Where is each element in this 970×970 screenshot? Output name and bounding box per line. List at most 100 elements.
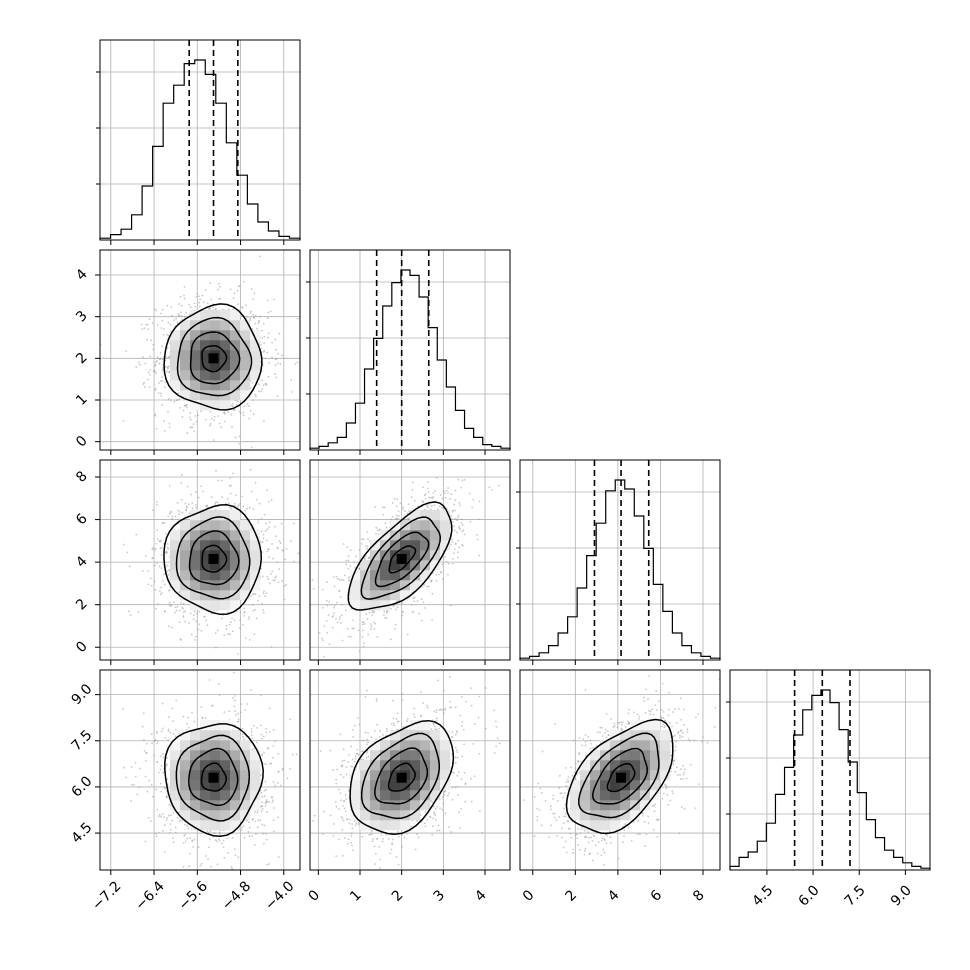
scatter-point [418,612,421,615]
scatter-point [168,814,170,817]
scatter-point [357,629,360,632]
scatter-point [237,712,239,715]
scatter-point [198,295,200,298]
scatter-point [137,611,140,613]
scatter-point [267,500,270,503]
density-cell [190,350,201,361]
scatter-point [268,863,271,865]
scatter-point [274,338,277,341]
scatter-point [159,593,162,596]
density-cell [250,550,261,561]
scatter-point [426,504,429,507]
scatter-point [265,384,268,386]
scatter-point [424,497,427,500]
scatter-point [385,617,388,620]
scatter-point [383,614,385,616]
scatter-point [267,578,270,580]
scatter-point [462,529,465,532]
scatter-point [261,329,263,332]
scatter-point [203,615,206,618]
scatter-point [389,638,392,641]
scatter-point [267,332,270,335]
density-cell [210,580,221,591]
scatter-point [234,408,236,411]
scatter-point [252,609,255,612]
scatter-point [271,543,273,545]
density-cell [230,570,241,581]
scatter-point [257,871,259,873]
scatter-point [449,497,451,500]
scatter-point [328,643,331,646]
density-cell [180,390,191,401]
scatter-point [250,446,253,449]
scatter-point [332,614,335,617]
scatter-point [378,529,381,532]
scatter-point [177,315,180,317]
scatter-point [200,629,203,632]
density-cell [240,520,251,531]
scatter-point [238,442,241,445]
scatter-point [376,636,379,638]
scatter-point [375,532,377,535]
scatter-point [385,526,388,529]
scatter-point [435,573,438,576]
scatter-point [393,497,396,500]
scatter-point [338,616,341,618]
density-cell [180,570,191,581]
scatter-point [210,298,213,301]
scatter-point [273,579,276,582]
scatter-point [189,612,192,615]
scatter-point [227,633,230,635]
histogram-line-2 [519,479,721,660]
density-cell [190,550,201,561]
scatter-point [274,373,277,375]
scatter-point [451,541,454,543]
scatter-point [311,579,314,582]
scatter-point [180,304,183,307]
scatter-point [220,426,223,429]
scatter-point [420,598,423,601]
scatter-point [243,612,246,614]
scatter-point [454,499,457,501]
scatter-point [468,492,471,495]
scatter-point [410,496,413,499]
scatter-point [404,510,406,513]
scatter-point [164,381,167,384]
scatter-point [270,646,273,648]
scatter-point [188,313,191,316]
scatter-point [461,543,464,546]
scatter-point [377,533,380,536]
scatter-point [460,521,463,524]
density-cell [370,540,381,551]
density-cell [230,390,241,401]
scatter-point [188,303,190,306]
scatter-point [160,567,163,570]
scatter-point [168,569,170,571]
scatter-point [265,838,268,841]
scatter-point [350,635,352,638]
density-cell [410,550,421,561]
density-cell [250,370,261,381]
scatter-point [177,392,180,395]
scatter-point [478,518,480,521]
scatter-point [166,546,169,549]
scatter-point [200,410,202,413]
scatter-point [244,610,246,613]
scatter-point [165,550,168,553]
scatter-point [192,423,195,426]
scatter-point [151,509,154,512]
scatter-point [264,357,267,360]
scatter-point [160,395,162,397]
scatter-point [154,387,157,390]
scatter-point [416,600,419,602]
scatter-point [445,489,448,492]
scatter-point [186,485,189,488]
scatter-point [194,639,197,641]
scatter-point [345,609,347,612]
scatter-point [476,533,478,536]
scatter-point [237,856,240,859]
scatter-point [285,583,288,586]
scatter-point [249,468,252,471]
density-cell [170,350,181,361]
scatter-point [420,619,423,622]
